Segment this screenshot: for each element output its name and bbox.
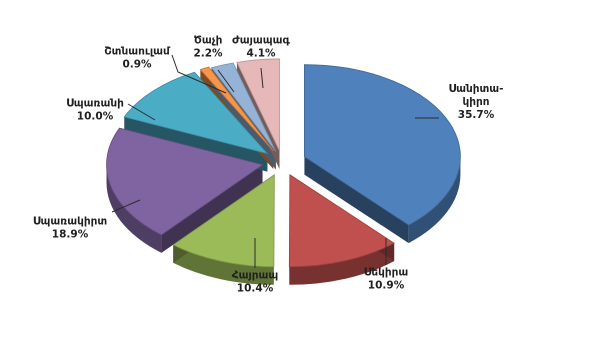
pie-slice-6 [210, 62, 277, 152]
pie-slice-side-1 [289, 243, 395, 285]
slice-percent-label-3: 18.9% [52, 229, 89, 241]
slice-name-label-5: Շտնաուլամ [104, 46, 171, 58]
slice-percent-label-0: 35.7% [458, 109, 495, 121]
pie-slice-side-0 [408, 156, 461, 244]
pie-slice-side-3 [106, 164, 162, 253]
pie-slice-side-2 [173, 244, 274, 285]
slice-name-label-7: Ժայապագ [232, 35, 290, 47]
pie-slice-wall-0-1 [304, 156, 409, 244]
slice-percent-label-5: 0.9% [122, 59, 152, 71]
slice-name-label-1: Սեկիրա [364, 267, 409, 279]
leader-lines [111, 54, 439, 268]
leader-line-6 [217, 69, 235, 93]
slice-percent-label-7: 4.1% [246, 48, 276, 60]
leader-line-7 [260, 67, 264, 89]
slice-name-label-6: Ծաչի [194, 35, 223, 47]
slice-name-label-0: Սանիտա- [448, 83, 503, 95]
slice-percent-label-1: 10.9% [368, 280, 405, 292]
slice-percent-label-2: 10.4% [237, 283, 274, 295]
slice-name-label-2: Հայրապ [232, 270, 279, 282]
pie-slice-5 [199, 66, 274, 152]
leader-line-4 [127, 103, 156, 121]
pie-slice-3 [106, 127, 264, 236]
slice-percent-label-4: 10.0% [77, 111, 114, 123]
pie-slice-4 [123, 71, 269, 155]
pie-slice-0 [304, 64, 461, 226]
pie-slice-wall-3-0 [161, 164, 263, 253]
slice-name-label-3: Սպառակիրտ [33, 216, 107, 228]
pie-slice-7 [236, 58, 280, 152]
leader-line-3 [111, 199, 141, 213]
slice-name-label-0: կիրո [463, 96, 490, 108]
pie-slice-2 [172, 174, 275, 268]
slice-name-label-4: Սպառանի [66, 98, 124, 110]
slice-tops [106, 58, 461, 268]
slice-percent-label-6: 2.2% [193, 48, 223, 60]
leader-line-5 [171, 54, 227, 94]
pie-slice-1 [288, 174, 395, 268]
